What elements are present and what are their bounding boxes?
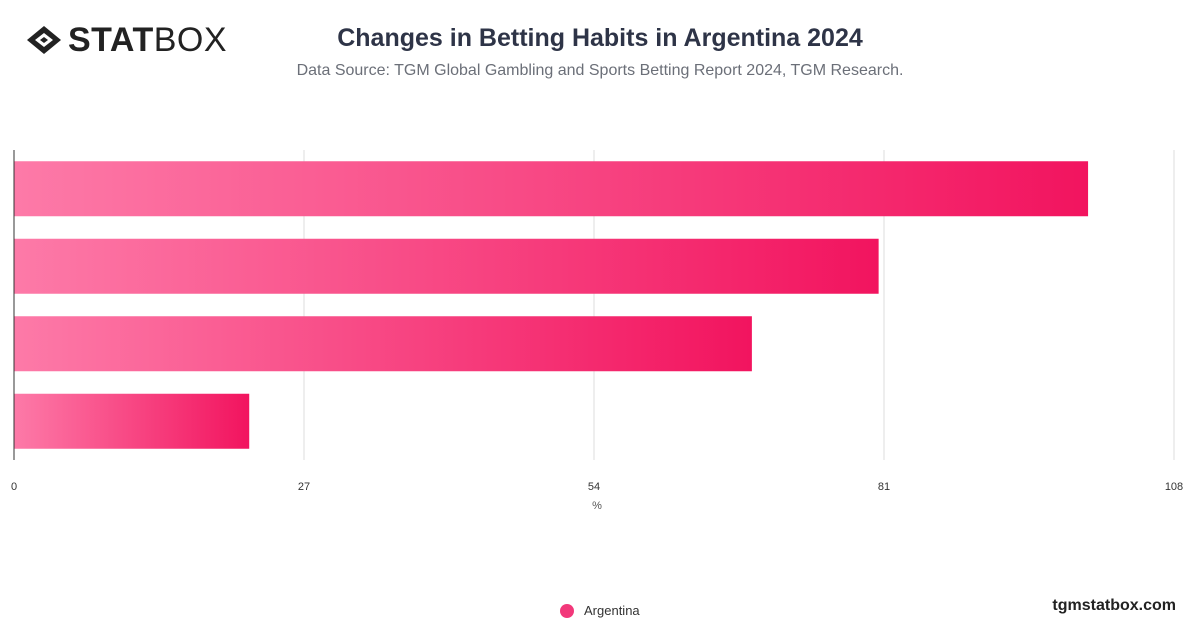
statbox-logo: STATBOX: [26, 22, 227, 58]
chart-subtitle: Data Source: TGM Global Gambling and Spo…: [296, 62, 904, 79]
x-tick-label: 108: [1165, 481, 1183, 493]
logo-wordmark-light: BOX: [153, 21, 228, 59]
logo-wordmark-bold: STAT: [68, 21, 154, 59]
bar: [14, 161, 1089, 217]
legend: Argentina: [560, 603, 640, 618]
x-tick-label: 27: [298, 481, 310, 493]
x-tick-label: 0: [11, 481, 17, 493]
axes: 0 27 54 81 108%: [11, 150, 1183, 512]
logo-wordmark: STATBOX: [68, 22, 227, 58]
bar: [14, 316, 752, 372]
x-axis-label: %: [592, 500, 602, 512]
x-tick-label: 54: [588, 481, 600, 493]
legend-label: Argentina: [584, 603, 640, 618]
bars: [14, 161, 1089, 449]
bar: [14, 238, 879, 294]
x-tick-label: 81: [878, 481, 890, 493]
statbox-diamond-icon: [27, 26, 61, 54]
site-url: tgmstatbox.com: [1052, 597, 1176, 614]
chart-title: Changes in Betting Habits in Argentina 2…: [337, 24, 863, 52]
legend-marker: [560, 603, 574, 618]
bar: [14, 393, 250, 449]
